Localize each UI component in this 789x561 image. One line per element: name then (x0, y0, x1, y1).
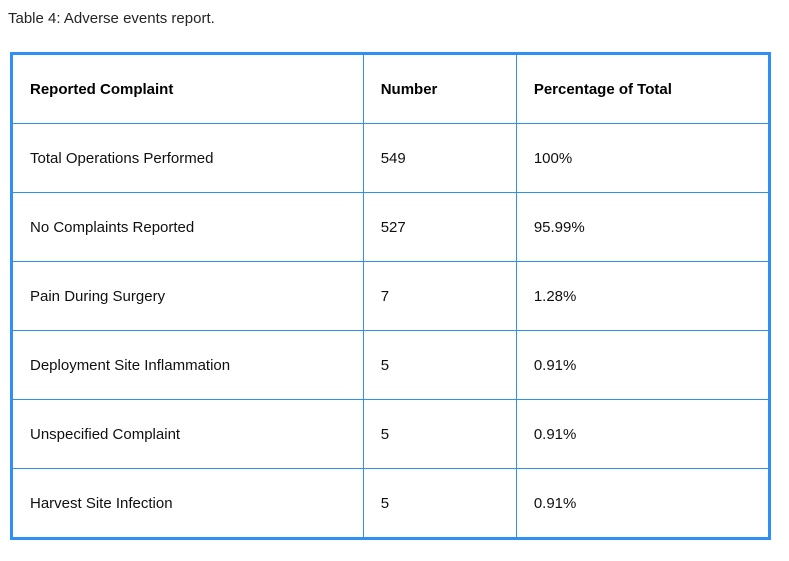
table-caption: Table 4: Adverse events report. (8, 10, 215, 27)
cell-complaint: Deployment Site Inflammation (11, 330, 364, 400)
cell-number: 7 (362, 261, 517, 331)
table-row: Pain During Surgery 7 1.28% (11, 261, 771, 331)
cell-complaint: Unspecified Complaint (11, 399, 364, 469)
table-row: No Complaints Reported 527 95.99% (11, 192, 771, 262)
table-row: Deployment Site Inflammation 5 0.91% (11, 330, 771, 400)
adverse-events-table: Reported Complaint Number Percentage of … (10, 52, 771, 540)
table-row: Total Operations Performed 549 100% (11, 123, 771, 193)
cell-percentage: 0.91% (515, 399, 771, 469)
header-number: Number (362, 53, 517, 124)
cell-complaint: No Complaints Reported (11, 192, 364, 262)
cell-number: 5 (362, 468, 517, 539)
cell-percentage: 0.91% (515, 330, 771, 400)
cell-number: 549 (362, 123, 517, 193)
cell-complaint: Harvest Site Infection (11, 468, 364, 539)
cell-number: 5 (362, 399, 517, 469)
table-row: Harvest Site Infection 5 0.91% (11, 468, 771, 539)
cell-number: 5 (362, 330, 517, 400)
cell-percentage: 1.28% (515, 261, 771, 331)
cell-percentage: 95.99% (515, 192, 771, 262)
table-row: Unspecified Complaint 5 0.91% (11, 399, 771, 469)
cell-number: 527 (362, 192, 517, 262)
table-header-row: Reported Complaint Number Percentage of … (11, 53, 771, 124)
cell-percentage: 100% (515, 123, 771, 193)
header-percentage-of-total: Percentage of Total (515, 53, 771, 124)
cell-complaint: Pain During Surgery (11, 261, 364, 331)
cell-percentage: 0.91% (515, 468, 771, 539)
cell-complaint: Total Operations Performed (11, 123, 364, 193)
header-reported-complaint: Reported Complaint (11, 53, 364, 124)
